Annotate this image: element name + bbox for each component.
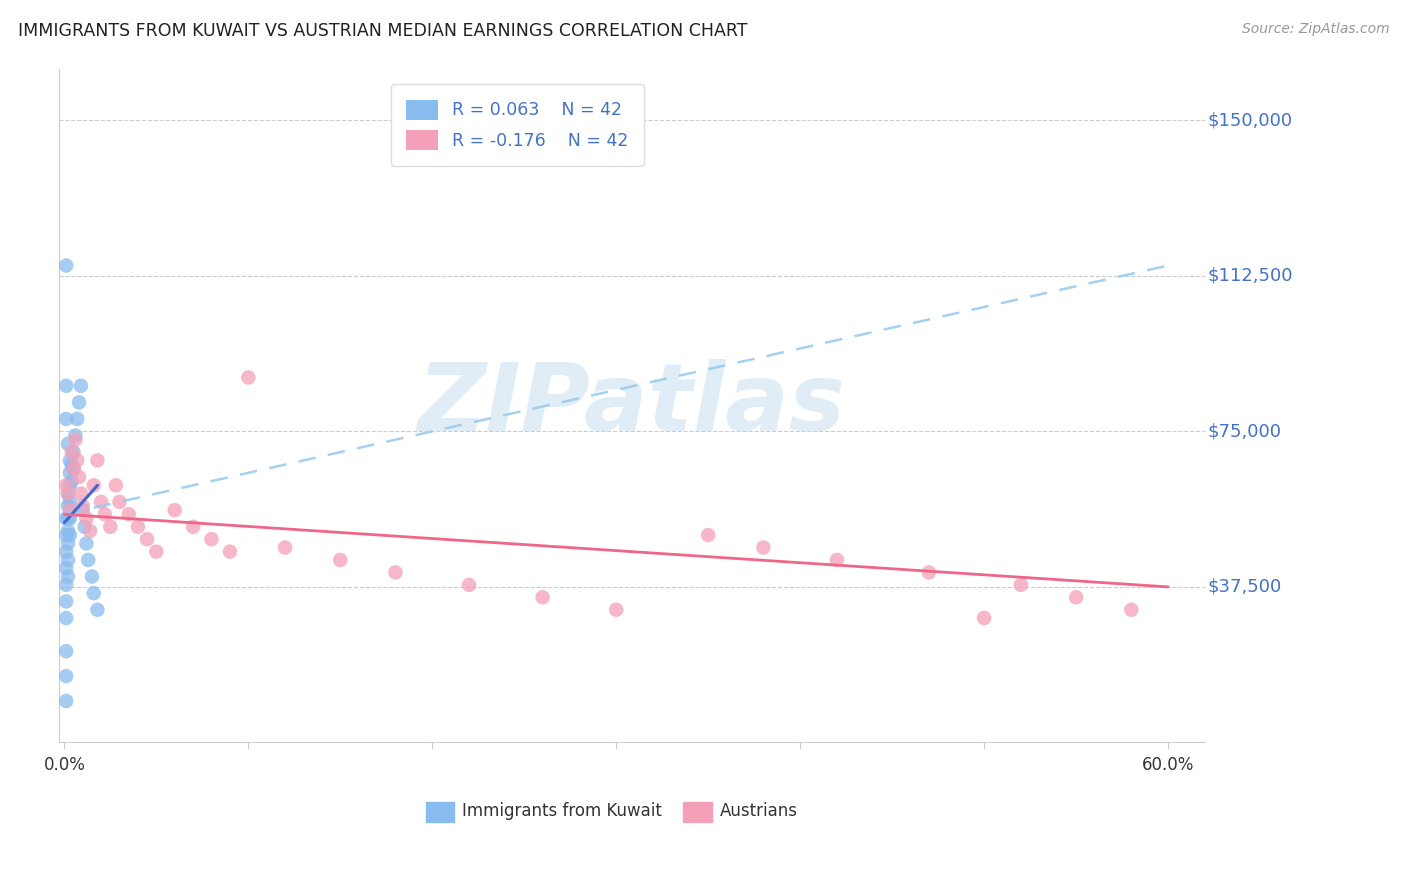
Point	[56, 499, 79, 513]
Point	[65, 428, 87, 442]
Point	[59, 453, 82, 467]
Point	[86, 453, 108, 467]
Point	[104, 478, 127, 492]
Point	[1010, 578, 1032, 592]
Point	[72, 503, 94, 517]
Point	[55, 511, 77, 525]
Point	[458, 578, 481, 592]
Point	[60, 474, 83, 488]
Point	[384, 566, 406, 580]
Legend: R = 0.063    N = 42, R = -0.176    N = 42: R = 0.063 N = 42, R = -0.176 N = 42	[391, 84, 644, 166]
Point	[531, 591, 554, 605]
Point	[67, 470, 90, 484]
Point	[65, 433, 87, 447]
Point	[83, 478, 105, 492]
Point	[56, 553, 79, 567]
Point	[55, 528, 77, 542]
Point	[86, 603, 108, 617]
Point	[62, 461, 84, 475]
Point	[825, 553, 848, 567]
Point	[238, 370, 260, 384]
Text: Immigrants from Kuwait: Immigrants from Kuwait	[463, 802, 662, 820]
Point	[55, 669, 77, 683]
Bar	[426, 802, 454, 822]
Point	[118, 508, 141, 522]
Point	[752, 541, 775, 555]
Point	[163, 503, 186, 517]
Point	[59, 478, 82, 492]
Text: $112,500: $112,500	[1208, 267, 1292, 285]
Point	[60, 458, 83, 472]
Point	[55, 478, 77, 492]
Point	[56, 536, 79, 550]
Point	[77, 553, 100, 567]
Text: Austrians: Austrians	[720, 802, 799, 820]
Point	[145, 544, 167, 558]
Point	[127, 520, 149, 534]
Point	[697, 528, 720, 542]
Point	[56, 524, 79, 538]
Point	[55, 578, 77, 592]
Point	[75, 536, 97, 550]
Point	[329, 553, 352, 567]
Point	[72, 499, 94, 513]
Point	[66, 453, 89, 467]
Point	[56, 486, 79, 500]
Point	[108, 495, 131, 509]
Point	[70, 378, 93, 392]
Point	[60, 445, 83, 459]
Point	[55, 561, 77, 575]
Point	[1121, 603, 1143, 617]
Point	[75, 511, 97, 525]
Text: $150,000: $150,000	[1208, 112, 1292, 129]
Point	[605, 603, 627, 617]
Point	[200, 533, 222, 547]
Point	[274, 541, 297, 555]
Point	[62, 445, 84, 459]
Point	[56, 569, 79, 583]
Point	[62, 461, 84, 475]
Text: $75,000: $75,000	[1208, 423, 1281, 441]
Point	[67, 395, 90, 409]
Point	[56, 437, 79, 451]
Point	[94, 508, 117, 522]
Point	[59, 503, 82, 517]
Point	[83, 586, 105, 600]
Point	[181, 520, 204, 534]
Point	[973, 611, 995, 625]
Text: Source: ZipAtlas.com: Source: ZipAtlas.com	[1241, 22, 1389, 37]
Point	[59, 528, 82, 542]
Point	[98, 520, 121, 534]
Point	[55, 594, 77, 608]
Text: IMMIGRANTS FROM KUWAIT VS AUSTRIAN MEDIAN EARNINGS CORRELATION CHART: IMMIGRANTS FROM KUWAIT VS AUSTRIAN MEDIA…	[18, 22, 748, 40]
Point	[73, 520, 96, 534]
Point	[55, 412, 77, 426]
Point	[1064, 591, 1087, 605]
Point	[66, 412, 89, 426]
Point	[59, 495, 82, 509]
Text: ZIPatlas: ZIPatlas	[418, 359, 846, 451]
Point	[55, 544, 77, 558]
Point	[79, 524, 101, 538]
Point	[55, 694, 77, 708]
Bar	[683, 802, 711, 822]
Point	[56, 486, 79, 500]
Point	[59, 466, 82, 480]
Point	[219, 544, 242, 558]
Point	[80, 569, 103, 583]
Point	[55, 259, 77, 273]
Point	[918, 566, 941, 580]
Text: $37,500: $37,500	[1208, 578, 1281, 596]
Point	[59, 511, 82, 525]
Point	[70, 486, 93, 500]
Point	[55, 611, 77, 625]
Point	[56, 511, 79, 525]
Point	[55, 378, 77, 392]
Point	[136, 533, 159, 547]
Point	[55, 644, 77, 658]
Point	[90, 495, 112, 509]
